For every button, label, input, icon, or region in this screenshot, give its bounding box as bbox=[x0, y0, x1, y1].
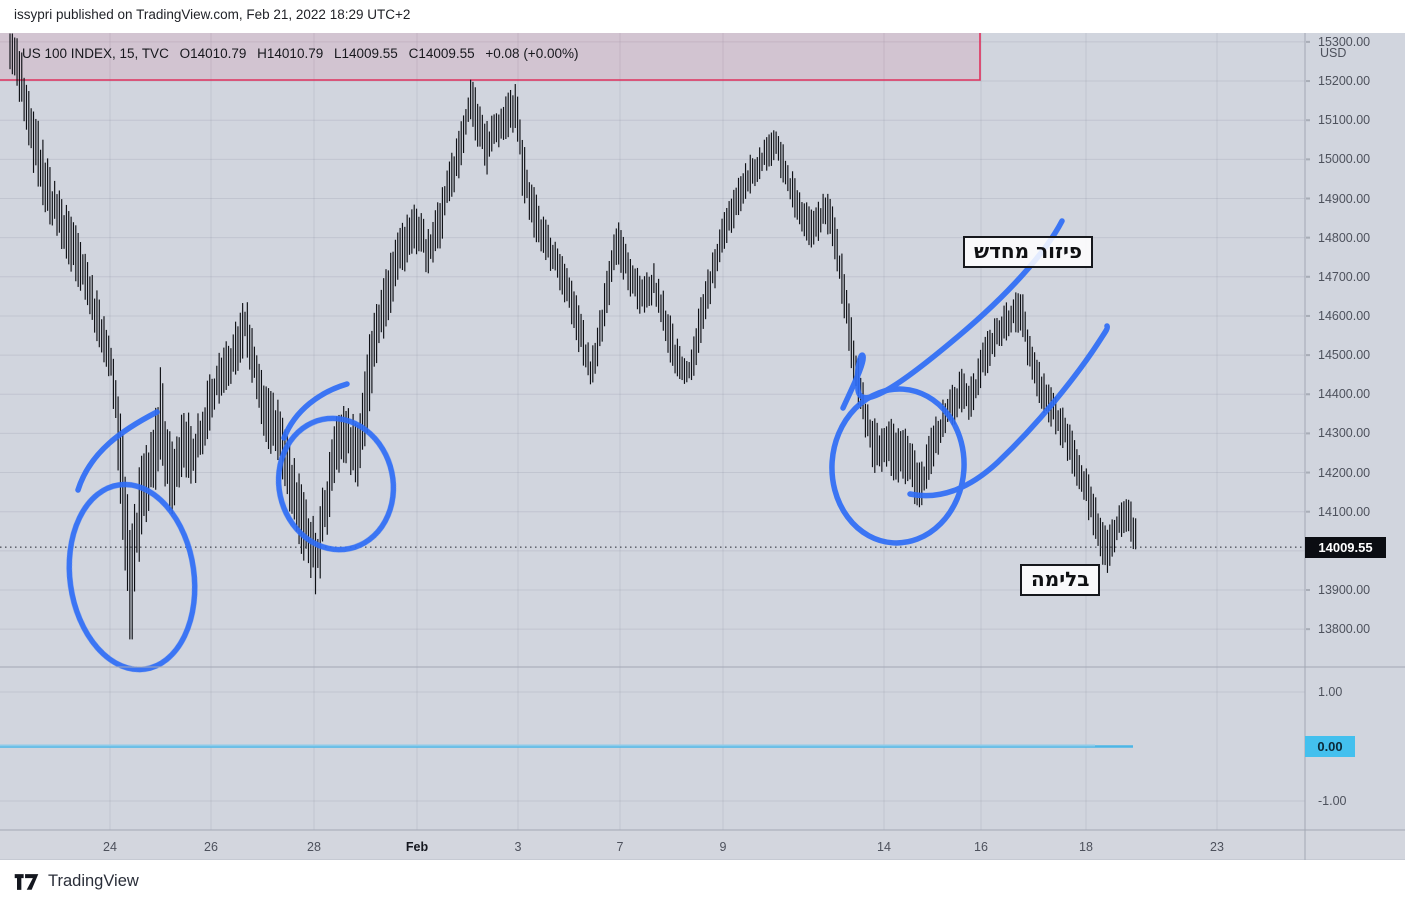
annotation-curve bbox=[840, 218, 1065, 411]
brand-name: TradingView bbox=[48, 872, 139, 890]
price-axis-tick bbox=[1306, 589, 1310, 591]
publish-attribution: issypri published on TradingView.com, Fe… bbox=[14, 7, 411, 22]
price-axis-tick bbox=[1306, 354, 1310, 357]
price-axis-tick bbox=[1306, 119, 1310, 122]
price-axis-tick bbox=[1306, 158, 1310, 161]
price-chart-canvas[interactable] bbox=[0, 33, 1405, 860]
price-axis-tick bbox=[1306, 314, 1310, 317]
price-axis-tick bbox=[1306, 40, 1310, 43]
price-axis-tick bbox=[1306, 393, 1310, 396]
price-axis-tick bbox=[1306, 236, 1310, 239]
tradingview-logo-icon bbox=[14, 873, 39, 890]
annotation-curve bbox=[907, 323, 1110, 499]
price-bars bbox=[9, 33, 1137, 640]
annotation-label-stop[interactable]: בלימה bbox=[1020, 564, 1101, 596]
chart-background bbox=[0, 33, 1405, 860]
annotation-ellipse bbox=[66, 481, 198, 673]
annotation-ellipse bbox=[829, 386, 967, 546]
price-axis-tick bbox=[1306, 197, 1310, 200]
price-range-rectangle bbox=[0, 33, 980, 80]
price-axis-tick bbox=[1306, 628, 1310, 631]
time-axis-strip bbox=[0, 830, 1405, 860]
price-axis-tick bbox=[1306, 471, 1310, 474]
annotation-curve bbox=[281, 381, 350, 441]
price-axis-tick bbox=[1306, 432, 1310, 435]
price-axis-tick bbox=[1306, 80, 1310, 83]
chart-area[interactable]: US 100 INDEX, 15, TVC O14010.79 H14010.7… bbox=[0, 33, 1405, 860]
price-axis-tick bbox=[1306, 275, 1310, 278]
brand-footer[interactable]: TradingView bbox=[14, 872, 139, 891]
hand-drawn-annotations[interactable] bbox=[58, 218, 1110, 678]
price-axis-tick bbox=[1306, 510, 1310, 513]
annotation-label-redistribution[interactable]: פיזור מחדש bbox=[963, 236, 1094, 268]
annotation-curve bbox=[75, 409, 160, 493]
price-range-rectangle-border bbox=[0, 33, 981, 81]
annotation-ellipse bbox=[275, 415, 397, 553]
